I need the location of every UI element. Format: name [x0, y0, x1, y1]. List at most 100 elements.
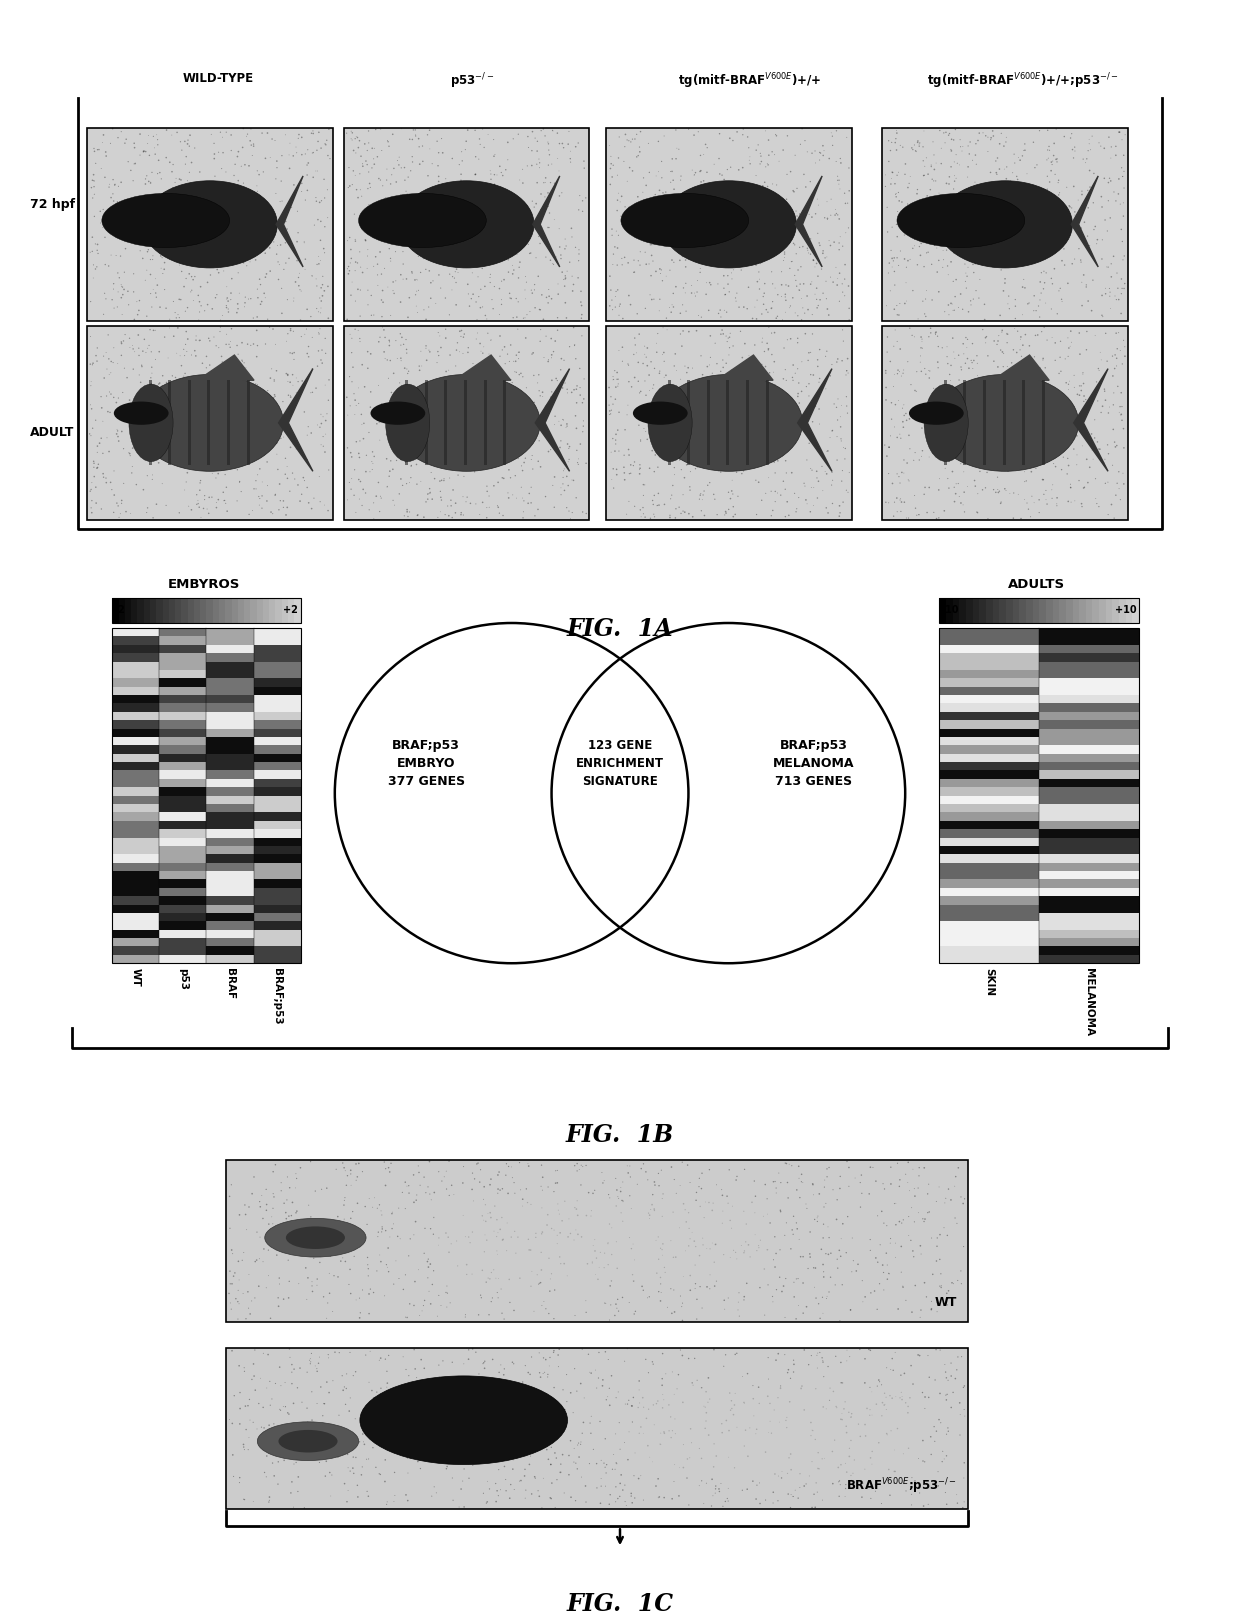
Point: [291, 142, 311, 168]
Point: [735, 416, 755, 442]
Point: [345, 202, 365, 228]
Point: [727, 1167, 746, 1193]
Point: [883, 1357, 903, 1383]
Point: [415, 257, 435, 282]
Point: [376, 1156, 396, 1181]
Point: [508, 316, 528, 342]
Point: [417, 336, 436, 362]
Point: [517, 302, 537, 328]
Point: [862, 1438, 882, 1464]
Point: [536, 165, 556, 190]
Point: [725, 1380, 745, 1406]
Point: [897, 407, 916, 433]
Point: [882, 129, 901, 155]
Point: [936, 119, 956, 145]
Point: [221, 329, 241, 355]
Point: [610, 291, 630, 316]
Text: BRAF;p53: BRAF;p53: [272, 968, 281, 1025]
Point: [681, 1262, 701, 1288]
Point: [913, 1448, 932, 1474]
Point: [471, 173, 491, 199]
Point: [890, 486, 910, 512]
Point: [856, 1285, 875, 1311]
Point: [97, 470, 117, 495]
Point: [253, 1340, 273, 1365]
Point: [605, 386, 625, 412]
Point: [1076, 424, 1096, 450]
Bar: [1025, 597, 1034, 623]
Point: [383, 360, 403, 386]
Point: [248, 178, 268, 203]
Point: [810, 412, 830, 437]
Point: [312, 350, 332, 376]
Point: [673, 274, 693, 300]
Point: [518, 202, 538, 228]
Point: [222, 1172, 242, 1198]
Point: [228, 229, 248, 255]
Point: [1107, 470, 1127, 495]
Point: [186, 424, 206, 450]
Point: [553, 458, 573, 484]
Point: [686, 1275, 706, 1301]
Point: [657, 374, 677, 400]
Point: [722, 1215, 742, 1241]
Point: [701, 271, 720, 297]
Point: [228, 1248, 248, 1273]
Point: [341, 1160, 361, 1186]
Point: [379, 458, 399, 484]
Point: [723, 252, 743, 278]
Point: [140, 281, 160, 307]
Point: [544, 494, 564, 520]
Point: [987, 223, 1007, 249]
Point: [391, 261, 410, 287]
Point: [745, 1222, 765, 1248]
Point: [236, 365, 255, 391]
Point: [176, 318, 196, 344]
Point: [517, 270, 537, 295]
Point: [212, 344, 232, 370]
Point: [733, 1364, 753, 1390]
Point: [808, 292, 828, 318]
Point: [817, 205, 837, 231]
Point: [947, 1357, 967, 1383]
Point: [498, 1180, 518, 1206]
Point: [998, 291, 1018, 316]
Point: [105, 173, 125, 199]
Point: [554, 365, 574, 391]
Point: [960, 371, 980, 397]
Point: [936, 237, 956, 263]
Point: [435, 1385, 455, 1411]
Point: [723, 384, 743, 410]
Point: [1003, 505, 1023, 531]
Point: [945, 297, 965, 323]
Point: [315, 213, 335, 239]
Point: [729, 1280, 749, 1306]
Point: [624, 1301, 644, 1327]
Point: [945, 148, 965, 174]
Point: [784, 352, 804, 378]
Point: [1064, 363, 1084, 389]
Point: [811, 140, 831, 166]
Point: [84, 139, 104, 165]
Bar: [1003, 381, 1006, 465]
Point: [422, 460, 441, 486]
Point: [554, 273, 574, 299]
Point: [1013, 332, 1033, 358]
Point: [601, 1241, 621, 1267]
Point: [94, 207, 114, 232]
Point: [706, 240, 725, 266]
Point: [686, 1270, 706, 1296]
Point: [549, 216, 569, 242]
Point: [590, 1409, 610, 1435]
Point: [97, 383, 117, 408]
Point: [350, 303, 370, 329]
Point: [878, 1267, 898, 1293]
Point: [688, 302, 708, 328]
Point: [663, 473, 683, 499]
Bar: [250, 597, 258, 623]
Bar: [160, 678, 207, 686]
Point: [914, 1209, 934, 1235]
Polygon shape: [536, 368, 569, 471]
Point: [604, 240, 624, 266]
Point: [303, 1269, 322, 1294]
